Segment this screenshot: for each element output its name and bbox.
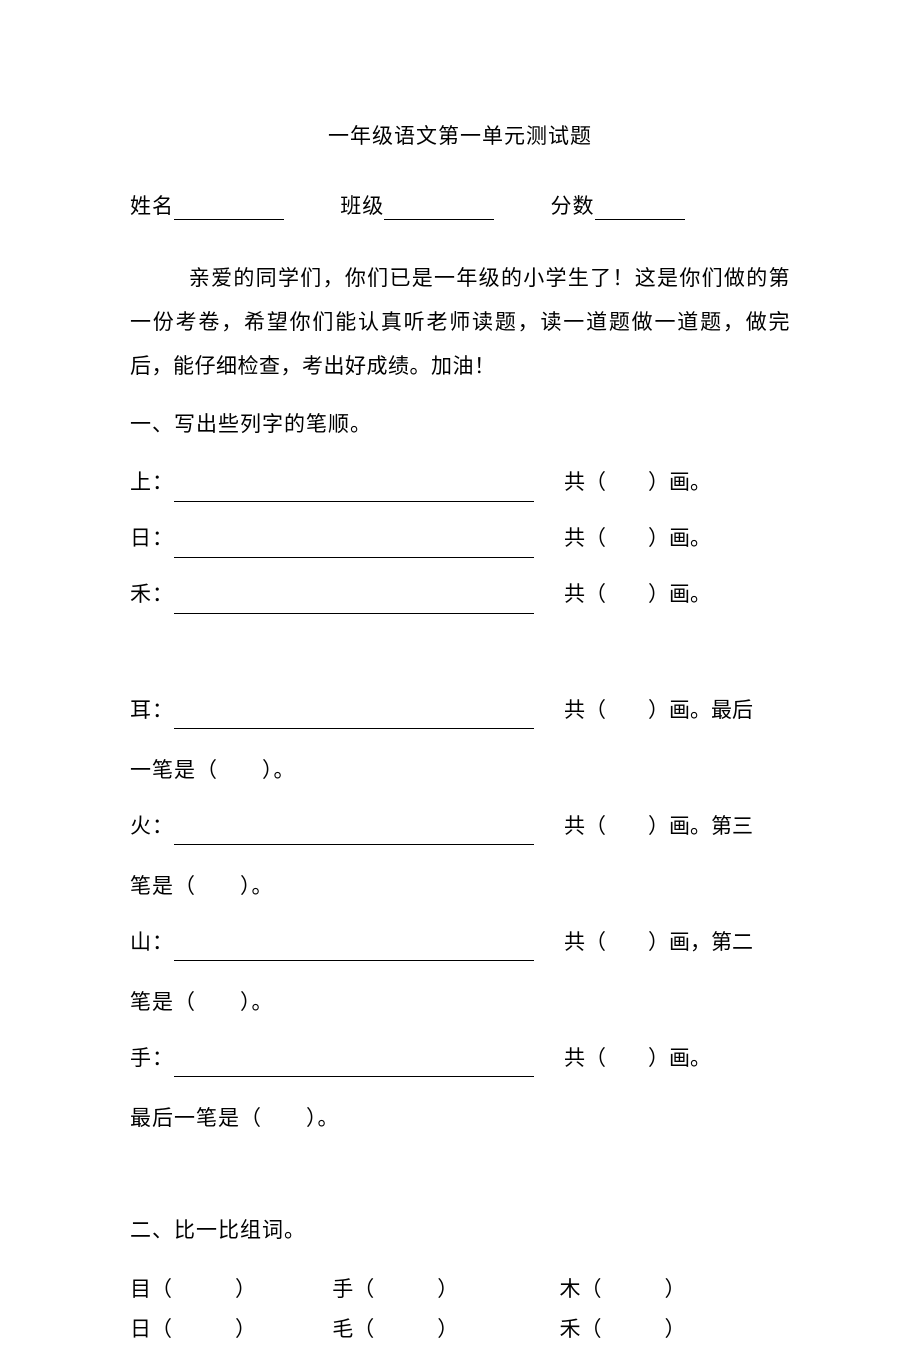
page-title: 一年级语文第一单元测试题 [130, 120, 790, 150]
follow-text: 最后一笔是（ ）。 [130, 1095, 790, 1141]
follow-text: 笔是（ ）。 [130, 863, 790, 909]
stroke-blank [174, 538, 534, 558]
char-label: 山： [130, 930, 174, 954]
tail-text: 共（ ）画。 [564, 1046, 711, 1070]
char-label: 禾： [130, 582, 174, 606]
char-label: 日： [130, 526, 174, 550]
char-label: 耳： [130, 698, 174, 722]
compare-cell: 毛（ ） [332, 1310, 458, 1349]
char-label: 手： [130, 1046, 174, 1070]
compare-row: 目（ ） 手（ ） 木（ ） [130, 1270, 790, 1310]
stroke-blank [174, 709, 534, 729]
char-label: 上： [130, 470, 174, 494]
stroke-item: 禾： 共（ ）画。 [130, 576, 790, 614]
score-blank [595, 198, 685, 220]
tail-text: 共（ ）画。 [564, 526, 711, 550]
stroke-blank [174, 594, 534, 614]
compare-row: 日（ ） 毛（ ） 禾（ ） [130, 1310, 790, 1349]
compare-cell: 目（ ） [130, 1270, 256, 1310]
stroke-blank [174, 941, 534, 961]
tail-text: 共（ ）画。 [564, 470, 711, 494]
tail-text: 共（ ）画。最后 [564, 698, 753, 722]
compare-cell: 木（ ） [560, 1270, 686, 1310]
section1-heading: 一、写出些列字的笔顺。 [130, 408, 790, 438]
stroke-blank [174, 482, 534, 502]
score-label: 分数 [551, 194, 595, 218]
compare-cell: 手（ ） [332, 1270, 458, 1310]
stroke-item: 手： 共（ ）画。 [130, 1040, 790, 1078]
char-label: 火： [130, 814, 174, 838]
section2-heading: 二、比一比组词。 [130, 1214, 790, 1244]
tail-text: 共（ ）画。第三 [564, 814, 753, 838]
tail-text: 共（ ）画。 [564, 582, 711, 606]
compare-cell: 日（ ） [130, 1310, 256, 1349]
stroke-item: 山： 共（ ）画，第二 [130, 924, 790, 962]
stroke-item: 日： 共（ ）画。 [130, 520, 790, 558]
stroke-item: 上： 共（ ）画。 [130, 464, 790, 502]
class-label: 班级 [340, 194, 384, 218]
stroke-item: 耳： 共（ ）画。最后 [130, 692, 790, 730]
intro-paragraph: 亲爱的同学们，你们已是一年级的小学生了！这是你们做的第一份考卷，希望你们能认真听… [130, 256, 790, 388]
tail-text: 共（ ）画，第二 [564, 930, 753, 954]
stroke-item: 火： 共（ ）画。第三 [130, 808, 790, 846]
stroke-blank [174, 1057, 534, 1077]
class-blank [384, 198, 494, 220]
header-row: 姓名 班级 分数 [130, 190, 790, 220]
follow-text: 笔是（ ）。 [130, 979, 790, 1025]
follow-text: 一笔是（ ）。 [130, 747, 790, 793]
name-blank [174, 198, 284, 220]
stroke-blank [174, 825, 534, 845]
compare-cell: 禾（ ） [560, 1310, 686, 1349]
name-label: 姓名 [130, 194, 174, 218]
